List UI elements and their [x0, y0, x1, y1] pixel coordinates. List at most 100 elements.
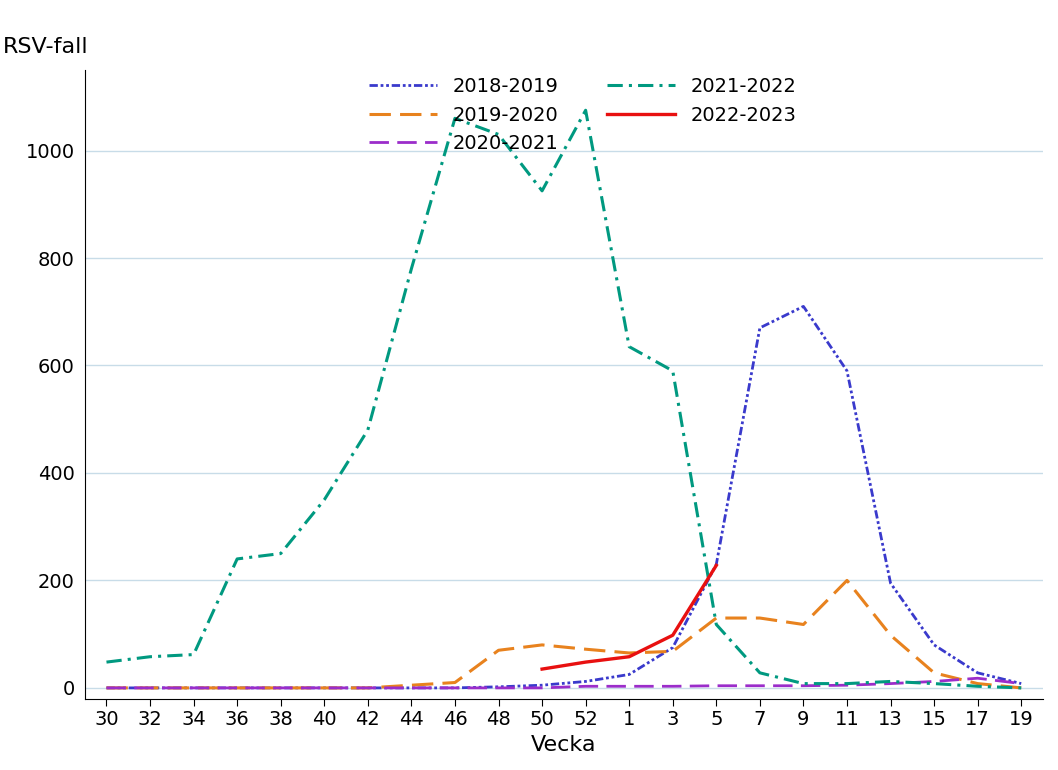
- 2020-2021: [101, 683, 113, 692]
- 2019-2020: [884, 631, 897, 640]
- 2020-2021: [274, 683, 287, 692]
- 2019-2020: [449, 678, 461, 687]
- 2018-2019: [753, 323, 766, 333]
- 2018-2019: [101, 683, 113, 692]
- 2021-2022: [101, 658, 113, 667]
- 2018-2019: [841, 367, 854, 376]
- 2020-2021: [623, 681, 636, 691]
- Line: 2020-2021: 2020-2021: [107, 678, 1021, 688]
- 2018-2019: [317, 683, 330, 692]
- 2021-2022: [710, 620, 723, 629]
- 2020-2021: [1015, 679, 1027, 688]
- 2021-2022: [1015, 683, 1027, 692]
- 2018-2019: [928, 641, 941, 650]
- 2019-2020: [623, 648, 636, 658]
- 2020-2021: [753, 681, 766, 691]
- 2019-2020: [797, 620, 809, 629]
- 2018-2019: [492, 682, 505, 691]
- 2021-2022: [580, 105, 592, 115]
- 2020-2021: [535, 683, 548, 692]
- 2021-2022: [971, 681, 984, 691]
- 2018-2019: [231, 683, 243, 692]
- 2018-2019: [535, 681, 548, 690]
- 2022-2023: [623, 652, 636, 661]
- X-axis label: Vecka: Vecka: [531, 735, 597, 755]
- 2021-2022: [667, 367, 679, 376]
- 2019-2020: [971, 679, 984, 688]
- 2018-2019: [971, 668, 984, 678]
- 2019-2020: [841, 576, 854, 585]
- 2020-2021: [405, 683, 418, 692]
- 2020-2021: [449, 683, 461, 692]
- 2019-2020: [101, 683, 113, 692]
- 2019-2020: [753, 614, 766, 623]
- 2018-2019: [884, 578, 897, 588]
- 2018-2019: [1015, 679, 1027, 688]
- 2021-2022: [841, 679, 854, 688]
- 2019-2020: [1015, 683, 1027, 692]
- 2019-2020: [667, 647, 679, 656]
- 2022-2023: [580, 658, 592, 667]
- 2020-2021: [884, 679, 897, 688]
- 2022-2023: [710, 561, 723, 570]
- 2021-2022: [753, 668, 766, 678]
- 2019-2020: [710, 614, 723, 623]
- 2019-2020: [274, 683, 287, 692]
- 2019-2020: [144, 683, 157, 692]
- 2019-2020: [535, 641, 548, 650]
- 2020-2021: [928, 677, 941, 686]
- 2021-2022: [928, 679, 941, 688]
- 2020-2021: [710, 681, 723, 691]
- 2020-2021: [144, 683, 157, 692]
- 2020-2021: [841, 681, 854, 690]
- 2021-2022: [317, 495, 330, 504]
- 2019-2020: [231, 683, 243, 692]
- Line: 2019-2020: 2019-2020: [107, 581, 1021, 688]
- 2021-2022: [405, 264, 418, 273]
- 2021-2022: [492, 130, 505, 139]
- 2019-2020: [492, 646, 505, 655]
- 2018-2019: [797, 302, 809, 311]
- 2021-2022: [274, 549, 287, 558]
- 2019-2020: [362, 683, 375, 692]
- 2021-2022: [231, 554, 243, 564]
- 2021-2022: [884, 677, 897, 686]
- 2020-2021: [231, 683, 243, 692]
- 2021-2022: [449, 114, 461, 123]
- Line: 2021-2022: 2021-2022: [107, 110, 1021, 688]
- 2021-2022: [144, 652, 157, 661]
- 2022-2023: [667, 631, 679, 640]
- 2020-2021: [667, 681, 679, 691]
- 2021-2022: [623, 342, 636, 351]
- 2020-2021: [362, 683, 375, 692]
- 2020-2021: [580, 681, 592, 691]
- 2018-2019: [580, 677, 592, 686]
- 2021-2022: [187, 650, 200, 659]
- 2021-2022: [797, 679, 809, 688]
- 2019-2020: [928, 668, 941, 678]
- Text: RSV-fall: RSV-fall: [3, 38, 89, 58]
- 2018-2019: [667, 643, 679, 652]
- 2020-2021: [187, 683, 200, 692]
- 2018-2019: [187, 683, 200, 692]
- Line: 2022-2023: 2022-2023: [542, 565, 716, 669]
- Line: 2018-2019: 2018-2019: [107, 306, 1021, 688]
- 2020-2021: [971, 674, 984, 683]
- 2020-2021: [492, 683, 505, 692]
- 2018-2019: [623, 670, 636, 679]
- 2021-2022: [535, 186, 548, 196]
- 2018-2019: [405, 683, 418, 692]
- 2020-2021: [797, 681, 809, 691]
- 2022-2023: [535, 665, 548, 674]
- 2020-2021: [317, 683, 330, 692]
- 2018-2019: [274, 683, 287, 692]
- Legend: 2018-2019, 2019-2020, 2020-2021, 2021-2022, 2022-2023: 2018-2019, 2019-2020, 2020-2021, 2021-20…: [360, 67, 806, 163]
- 2019-2020: [580, 644, 592, 654]
- 2019-2020: [187, 683, 200, 692]
- 2018-2019: [710, 560, 723, 569]
- 2019-2020: [405, 681, 418, 690]
- 2018-2019: [362, 683, 375, 692]
- 2018-2019: [449, 683, 461, 692]
- 2021-2022: [362, 425, 375, 434]
- 2018-2019: [144, 683, 157, 692]
